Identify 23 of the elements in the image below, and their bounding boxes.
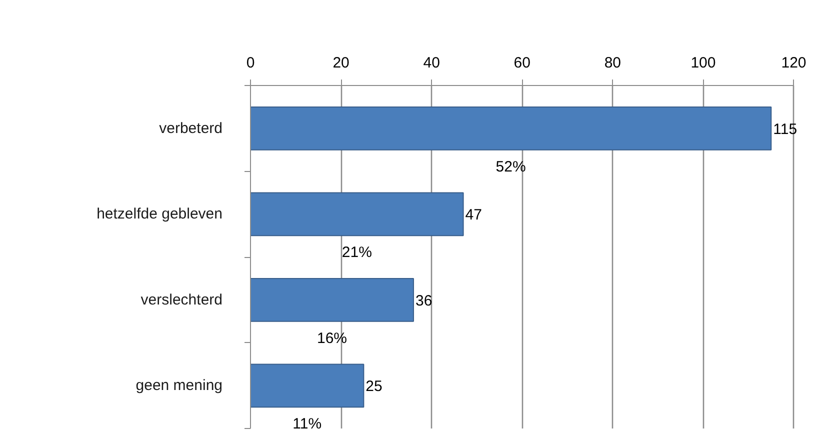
bar bbox=[250, 192, 464, 236]
y-tick-label: verslechterd bbox=[140, 291, 222, 308]
bar bbox=[250, 106, 772, 150]
x-tick-label: 40 bbox=[423, 54, 440, 72]
annotation: 52% bbox=[496, 158, 526, 176]
annotation: 16% bbox=[316, 330, 348, 347]
x-tick-label: 60 bbox=[514, 54, 530, 72]
annotation: 21% bbox=[342, 244, 372, 262]
data-label: 36 bbox=[415, 292, 432, 310]
x-tick-label: 100 bbox=[690, 54, 716, 72]
x-tick-label: 20 bbox=[332, 54, 350, 72]
y-tick-label: geen mening bbox=[136, 377, 222, 394]
bar bbox=[250, 278, 414, 322]
y-tick-label: verbeterd bbox=[159, 120, 223, 137]
x-tick-label: 0 bbox=[246, 54, 255, 72]
bar bbox=[250, 364, 364, 408]
y-tick-label: hetzelfde gebleven bbox=[96, 206, 223, 223]
x-tick-label: 80 bbox=[604, 54, 622, 72]
data-label: 47 bbox=[465, 206, 482, 224]
data-label: 25 bbox=[366, 378, 382, 396]
annotation: 11% bbox=[292, 416, 322, 433]
x-tick-label: 120 bbox=[781, 54, 806, 72]
data-label: 115 bbox=[773, 120, 798, 138]
